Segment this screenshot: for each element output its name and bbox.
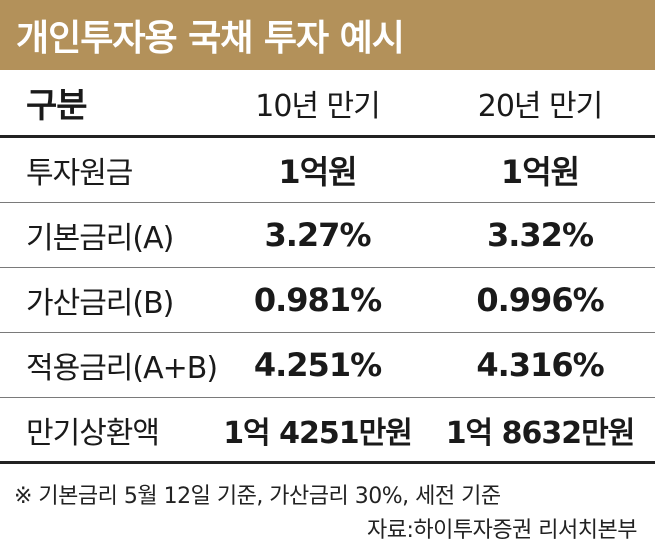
table-row-base-rate: 기본금리(A) 3.27% 3.32%: [0, 203, 655, 268]
header-20-year: 20년 만기: [477, 88, 604, 124]
row-label: 기본금리(A): [26, 221, 174, 256]
footnote: ※ 기본금리 5월 12일 기준, 가산금리 30%, 세전 기준: [14, 484, 501, 509]
comparison-table: 구분 10년 만기 20년 만기 투자원금 1억원 1억원 기본금리(A) 3.…: [0, 70, 655, 464]
value-20-year: 4.316%: [476, 346, 604, 384]
value-10-year: 1억 4251만원: [223, 415, 413, 451]
row-label: 적용금리(A+B): [26, 351, 218, 386]
table-header-row: 구분 10년 만기 20년 만기: [0, 70, 655, 138]
value-20-year: 0.996%: [476, 281, 604, 319]
row-label: 만기상환액: [26, 415, 160, 451]
table-row-applied-rate: 적용금리(A+B) 4.251% 4.316%: [0, 333, 655, 398]
value-10-year: 3.27%: [264, 216, 371, 254]
value-10-year: 1억원: [278, 153, 357, 191]
value-10-year: 4.251%: [253, 346, 382, 384]
value-10-year: 0.981%: [253, 281, 382, 319]
value-20-year: 1억 8632만원: [445, 415, 636, 451]
row-label: 가산금리(B): [26, 286, 174, 321]
table-row-maturity-amount: 만기상환액 1억 4251만원 1억 8632만원: [0, 398, 655, 464]
table-row-principal: 투자원금 1억원 1억원: [0, 138, 655, 203]
header-category: 구분: [26, 86, 88, 126]
table-row-additional-rate: 가산금리(B) 0.981% 0.996%: [0, 268, 655, 333]
page-title: 개인투자용 국채 투자 예시: [16, 18, 405, 59]
header-10-year: 10년 만기: [255, 88, 381, 124]
value-20-year: 1억원: [500, 153, 580, 191]
title-bar: 개인투자용 국채 투자 예시: [0, 0, 655, 70]
source-credit: 자료:하이투자증권 리서치본부: [366, 518, 638, 543]
value-20-year: 3.32%: [486, 216, 594, 254]
row-label: 투자원금: [26, 156, 133, 191]
